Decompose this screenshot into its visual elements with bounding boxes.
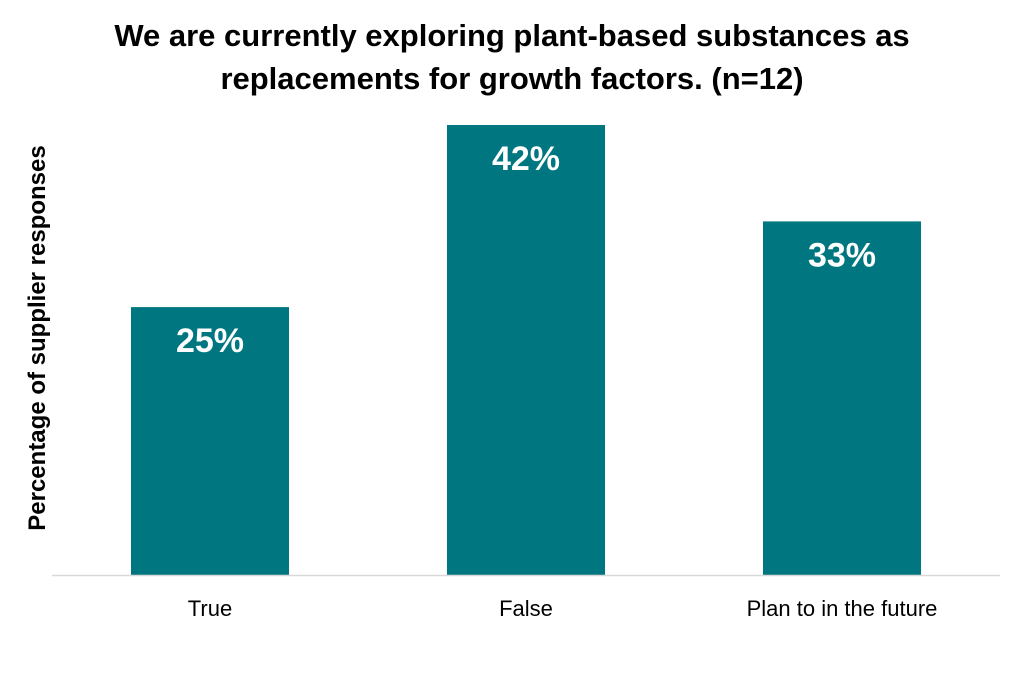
x-tick-label: Plan to in the future xyxy=(747,596,938,621)
x-tick-label: False xyxy=(499,596,553,621)
bar-false xyxy=(447,125,605,575)
labels-group: 25% True 42% False 33% Plan to in the future xyxy=(176,140,937,621)
bar-plan-to-in-the-future xyxy=(763,221,921,575)
data-label: 25% xyxy=(176,322,244,360)
data-label: 42% xyxy=(492,140,560,178)
y-axis-label: Percentage of supplier responses xyxy=(24,145,51,530)
x-tick-label: True xyxy=(188,596,232,621)
data-label: 33% xyxy=(808,236,876,274)
bars-group xyxy=(131,125,921,575)
bar-true xyxy=(131,307,289,575)
chart-title-line-2: replacements for growth factors. (n=12) xyxy=(220,61,803,96)
chart-title-line-1: We are currently exploring plant-based s… xyxy=(114,18,909,53)
